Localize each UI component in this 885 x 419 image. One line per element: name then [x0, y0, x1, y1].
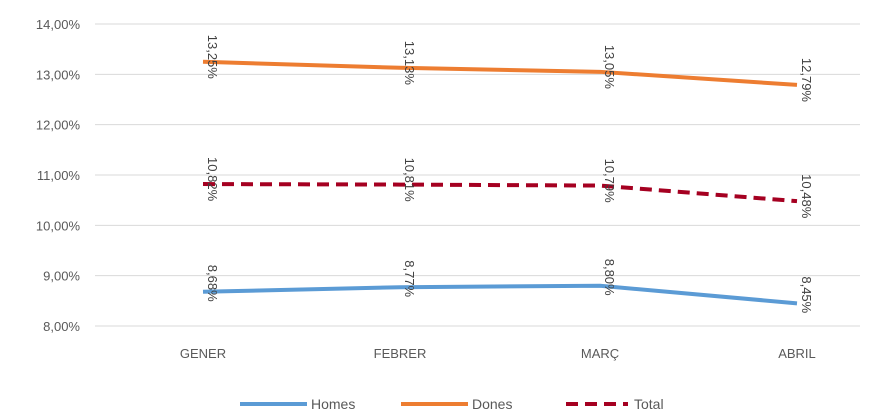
series-line-total [203, 184, 797, 201]
legend-label-total: Total [634, 396, 664, 412]
data-labels: 8,68% 8,77% 8,80% 8,45% 13,25% 13,13% 13,05% 12… [205, 35, 814, 314]
x-axis-category-labels: GENER FEBRER MARÇ ABRIL [180, 346, 816, 361]
series-line-homes [203, 286, 797, 304]
series-line-dones [203, 62, 797, 85]
x-category-label: ABRIL [778, 346, 816, 361]
y-tick-label: 11,00% [37, 168, 81, 183]
y-tick-label: 9,00% [43, 269, 80, 284]
data-label-total: 10,82% [205, 157, 220, 202]
data-label-dones: 13,05% [602, 45, 617, 90]
series-lines [203, 62, 797, 304]
data-label-dones: 12,79% [799, 58, 814, 103]
legend: Homes Dones Total [240, 396, 664, 412]
y-tick-label: 14,00% [36, 17, 81, 32]
data-label-homes: 8,45% [799, 276, 814, 313]
data-label-total: 10,48% [799, 174, 814, 219]
y-tick-label: 8,00% [43, 319, 80, 334]
y-tick-label: 12,00% [36, 118, 81, 133]
data-label-homes: 8,68% [205, 265, 220, 302]
x-category-label: FEBRER [374, 346, 427, 361]
data-label-dones: 13,13% [402, 41, 417, 86]
data-label-homes: 8,80% [602, 259, 617, 296]
data-label-homes: 8,77% [402, 260, 417, 297]
y-tick-label: 13,00% [36, 67, 81, 82]
x-category-label: MARÇ [581, 346, 619, 361]
y-axis-tick-labels: 8,00% 9,00% 10,00% 11,00% 12,00% 13,00% 14,00% [36, 17, 81, 334]
legend-label-homes: Homes [311, 396, 355, 412]
y-tick-label: 10,00% [36, 218, 81, 233]
data-label-total: 10,81% [402, 158, 417, 203]
x-category-label: GENER [180, 346, 226, 361]
data-label-dones: 13,25% [205, 35, 220, 80]
legend-label-dones: Dones [472, 396, 512, 412]
data-label-total: 10,79% [602, 159, 617, 204]
